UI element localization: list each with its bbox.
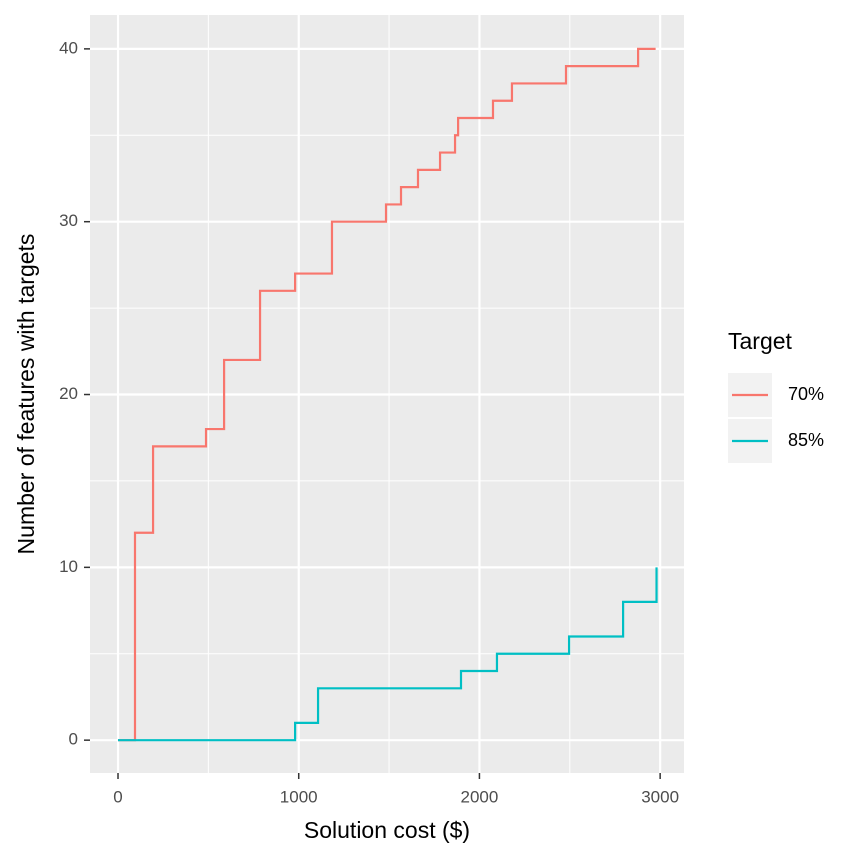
x-tick-label: 2000: [461, 787, 499, 806]
x-tick-label: 3000: [641, 787, 679, 806]
x-tick-label: 1000: [280, 787, 318, 806]
y-axis-title: Number of features with targets: [13, 234, 39, 555]
y-tick-label: 40: [59, 38, 78, 57]
legend-title: Target: [728, 328, 793, 354]
legend-label: 85%: [788, 430, 824, 450]
y-tick-label: 10: [59, 557, 78, 576]
legend-label: 70%: [788, 384, 824, 404]
x-axis-title: Solution cost ($): [304, 817, 470, 843]
step-line: [118, 47, 656, 742]
y-tick-label: 0: [69, 730, 78, 749]
x-tick-label: 0: [113, 787, 122, 806]
step-line: [118, 567, 658, 742]
y-tick-label: 20: [59, 384, 78, 403]
y-tick-label: 30: [59, 211, 78, 230]
